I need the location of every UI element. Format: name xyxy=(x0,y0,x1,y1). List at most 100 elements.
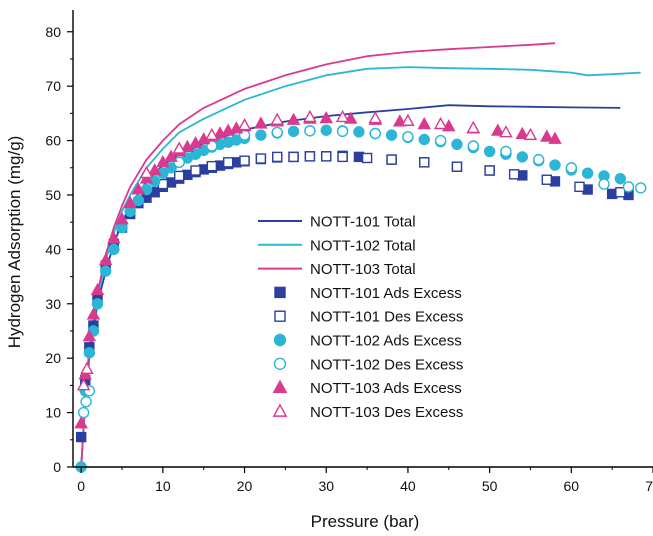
data-point-nott-101-des-excess xyxy=(574,181,585,193)
data-point-nott-101-des-excess xyxy=(615,187,626,198)
data-point-nott-103-ads-excess xyxy=(131,182,146,195)
data-point-nott-101-des-excess xyxy=(304,151,316,162)
data-point-nott-101-des-excess xyxy=(239,155,250,166)
data-point-nott-102-des-excess xyxy=(402,131,414,143)
y-tick-label: 10 xyxy=(45,405,61,421)
data-point-nott-102-ads-excess xyxy=(91,298,104,310)
x-tick-label: 20 xyxy=(237,478,253,494)
data-point-nott-102-ads-excess xyxy=(451,138,463,151)
y-tick-label: 20 xyxy=(45,350,61,366)
data-point-nott-103-des-excess xyxy=(303,109,317,123)
y-tick-label: 30 xyxy=(45,296,61,312)
data-point-nott-103-des-excess xyxy=(270,112,284,125)
legend-label: NOTT-103 Des Excess xyxy=(310,404,463,421)
data-point-nott-101-des-excess xyxy=(190,165,201,176)
data-point-nott-103-ads-excess xyxy=(286,112,301,125)
data-point-nott-102-ads-excess xyxy=(581,167,594,179)
y-tick-label: 40 xyxy=(45,241,61,257)
axes: 0 10 20 30 40 50 60 70 0 10 20 30 40 50 60 70 80 xyxy=(45,10,653,494)
data-point-nott-102-des-excess xyxy=(173,156,185,169)
data-point-nott-101-des-excess xyxy=(337,151,348,163)
x-tick-label: 30 xyxy=(318,478,334,494)
legend-label: NOTT-102 Des Excess xyxy=(310,356,463,373)
data-point-nott-101-des-excess xyxy=(541,174,553,185)
data-point-nott-101-des-excess xyxy=(386,154,397,165)
data-point-nott-101-des-excess xyxy=(484,165,495,176)
data-point-nott-103-ads-excess xyxy=(515,126,530,139)
data-point-nott-103-ads-excess xyxy=(123,195,137,209)
data-point-nott-102-ads-excess xyxy=(614,172,627,185)
data-point-nott-101-des-excess xyxy=(451,161,463,172)
data-point-nott-103-ads-excess xyxy=(540,129,554,142)
data-point-nott-101-des-excess xyxy=(206,160,218,172)
data-point-nott-103-des-excess xyxy=(76,378,91,391)
data-point-nott-103-ads-excess xyxy=(74,416,88,429)
y-tick-label: 80 xyxy=(45,24,61,40)
data-point-nott-101-des-excess xyxy=(361,152,373,164)
data-point-nott-103-ads-excess xyxy=(86,307,101,320)
data-point-nott-103-des-excess xyxy=(335,109,350,123)
data-point-nott-103-ads-excess xyxy=(107,231,121,244)
data-point-nott-101-des-excess xyxy=(419,157,430,168)
legend-marker-swatch xyxy=(272,403,288,417)
data-point-nott-102-des-excess xyxy=(467,140,479,152)
data-point-nott-102-des-excess xyxy=(434,134,447,147)
data-point-nott-101-des-excess xyxy=(223,157,234,168)
data-point-nott-102-des-excess xyxy=(271,126,283,139)
x-tick-label: 40 xyxy=(400,478,416,494)
data-point-nott-103-des-excess xyxy=(368,110,383,124)
data-point-nott-103-des-excess xyxy=(499,125,513,138)
data-point-nott-103-ads-excess xyxy=(90,282,105,296)
data-point-nott-102-des-excess xyxy=(369,127,381,140)
data-point-nott-103-ads-excess xyxy=(548,131,562,144)
data-point-nott-103-ads-excess xyxy=(319,110,334,124)
data-point-nott-103-des-excess xyxy=(80,361,94,375)
data-point-nott-103-ads-excess xyxy=(82,329,97,342)
y-tick-label: 50 xyxy=(45,187,61,203)
legend-marker-swatch xyxy=(272,379,288,394)
legend-label: NOTT-103 Total xyxy=(310,261,416,278)
data-point-nott-102-ads-excess xyxy=(83,347,96,359)
data-point-nott-101-des-excess xyxy=(288,151,299,163)
legend-marker-swatch xyxy=(274,286,286,299)
data-point-nott-101-des-excess xyxy=(321,151,332,162)
plot-area xyxy=(74,42,647,473)
legend-marker-swatch xyxy=(273,357,287,370)
data-point-nott-102-des-excess xyxy=(336,125,349,138)
data-point-nott-103-des-excess xyxy=(172,141,186,154)
data-point-nott-101-des-excess xyxy=(508,169,520,180)
legend-label: NOTT-101 Des Excess xyxy=(310,309,463,326)
data-point-nott-103-ads-excess xyxy=(147,163,162,176)
data-point-nott-102-ads-excess xyxy=(99,265,112,277)
data-point-nott-101-des-excess xyxy=(173,170,185,182)
data-point-nott-102-des-excess xyxy=(77,406,90,419)
data-point-nott-103-des-excess xyxy=(466,120,481,134)
data-point-nott-102-ads-excess xyxy=(549,159,561,171)
data-point-nott-102-ads-excess xyxy=(165,162,177,174)
x-tick-label: 0 xyxy=(77,478,85,494)
legend-label: NOTT-101 Ads Excess xyxy=(310,285,462,302)
data-point-nott-103-ads-excess xyxy=(115,212,129,225)
data-point-nott-101-ads-excess xyxy=(75,431,87,443)
data-point-nott-102-des-excess xyxy=(304,125,316,137)
data-point-nott-103-ads-excess xyxy=(254,116,268,129)
legend-label: NOTT-102 Ads Excess xyxy=(310,333,462,350)
data-point-nott-102-des-excess xyxy=(80,396,92,408)
data-point-nott-103-des-excess xyxy=(401,113,415,126)
data-point-nott-103-des-excess xyxy=(523,127,538,141)
data-point-nott-103-des-excess xyxy=(139,165,154,179)
legend-label: NOTT-102 Total xyxy=(310,237,416,254)
data-point-nott-102-ads-excess xyxy=(320,124,332,136)
data-point-nott-101-des-excess xyxy=(272,151,283,163)
data-point-nott-102-ads-excess xyxy=(287,125,300,138)
data-point-nott-102-des-excess xyxy=(598,178,610,190)
data-point-nott-102-ads-excess xyxy=(418,133,430,146)
data-point-nott-103-des-excess xyxy=(433,116,448,130)
data-point-nott-102-ads-excess xyxy=(483,145,496,158)
y-tick-label: 60 xyxy=(45,133,61,149)
data-point-nott-102-ads-excess xyxy=(353,126,365,138)
legend-marker-swatch xyxy=(273,333,287,347)
x-tick-label: 70 xyxy=(645,478,653,494)
y-tick-label: 0 xyxy=(53,459,61,475)
x-tick-label: 50 xyxy=(482,478,498,494)
